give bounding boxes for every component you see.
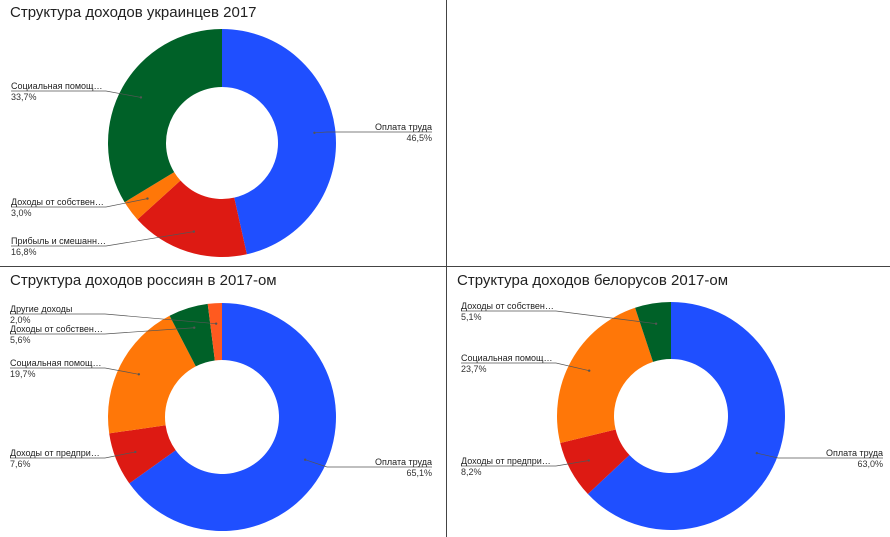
slice-label: Доходы от собствен… [461, 301, 554, 311]
slice-value-label: 65,1% [406, 468, 432, 478]
slice-label: Доходы от предпри… [10, 448, 100, 458]
donut-slice [109, 425, 176, 484]
slice-label: Прибыль и смешанн… [11, 236, 106, 246]
chart-title: Структура доходов россиян в 2017-ом [10, 272, 277, 289]
leader-line [105, 90, 141, 98]
leader-line [104, 327, 195, 335]
slice-label: Социальная помощ… [10, 358, 101, 368]
slice-label: Доходы от предпри… [461, 456, 551, 466]
leader-dot [146, 197, 149, 200]
leader-line [555, 362, 590, 372]
donut-slice [169, 303, 215, 367]
leader-line [756, 452, 779, 459]
leader-line [305, 459, 328, 468]
leader-line [555, 460, 589, 467]
slice-label: Оплата труда [375, 122, 432, 132]
donut-slice [107, 29, 222, 203]
leader-dot [192, 230, 196, 233]
slice-value-label: 19,7% [10, 369, 36, 379]
slice-value-label: 5,6% [10, 335, 31, 345]
slice-value-label: 46,5% [406, 133, 432, 143]
slice-value-label: 33,7% [11, 92, 37, 102]
leader-line [314, 131, 328, 134]
slice-value-label: 23,7% [461, 364, 487, 374]
donut-slice [587, 302, 785, 530]
chart-title: Структура доходов украинцев 2017 [10, 4, 257, 21]
donut-slice [108, 315, 196, 434]
leader-dot [137, 373, 141, 376]
donut-slice [124, 172, 181, 220]
leader-dot [654, 322, 658, 325]
slice-value-label: 3,0% [11, 208, 32, 218]
leader-line [555, 310, 657, 325]
slice-label: Оплата труда [375, 457, 432, 467]
leader-dot [139, 96, 143, 99]
slice-value-label: 7,6% [10, 459, 31, 469]
russia-income-chart-panel: Структура доходов россиян в 2017-ом Опла… [0, 268, 446, 537]
grid-divider-vertical [446, 0, 447, 537]
leader-dot [755, 451, 759, 455]
slice-label: Социальная помощ… [461, 353, 552, 363]
leader-dot [588, 369, 591, 372]
leader-line [105, 198, 148, 208]
leader-dot [313, 131, 316, 134]
donut-slice [129, 303, 336, 531]
empty-chart-panel [447, 0, 890, 266]
slice-label: Оплата труда [826, 448, 883, 458]
ukraine-income-chart-panel: Структура доходов украинцев 2017 Оплата … [0, 0, 446, 266]
leader-line [104, 367, 139, 375]
leader-dot [193, 326, 196, 329]
donut-slice [557, 307, 654, 443]
leader-line [104, 313, 217, 325]
donut-slice [207, 303, 222, 361]
leader-dot [303, 458, 307, 461]
slice-value-label: 2,0% [10, 315, 31, 325]
slice-label: Доходы от собствен… [11, 197, 104, 207]
donut-slice [560, 429, 630, 495]
donut-slice [635, 302, 671, 362]
slice-label: Социальная помощ… [11, 81, 102, 91]
donut-slice [222, 29, 336, 255]
leader-line [105, 231, 194, 247]
slice-value-label: 8,2% [461, 467, 482, 477]
leader-dot [214, 322, 218, 325]
slice-label: Доходы от собствен… [10, 324, 103, 334]
belarus-income-chart-panel: Структура доходов белорусов 2017-ом Опла… [447, 268, 890, 537]
grid-divider-horizontal [0, 266, 890, 267]
leader-dot [134, 450, 137, 454]
chart-title: Структура доходов белорусов 2017-ом [457, 272, 729, 289]
slice-label: Другие доходы [10, 304, 72, 314]
donut-slice [137, 180, 247, 257]
leader-line [104, 451, 136, 459]
slice-value-label: 63,0% [857, 459, 883, 469]
leader-dot [587, 459, 590, 462]
slice-value-label: 5,1% [461, 312, 482, 322]
slice-value-label: 16,8% [11, 247, 37, 257]
